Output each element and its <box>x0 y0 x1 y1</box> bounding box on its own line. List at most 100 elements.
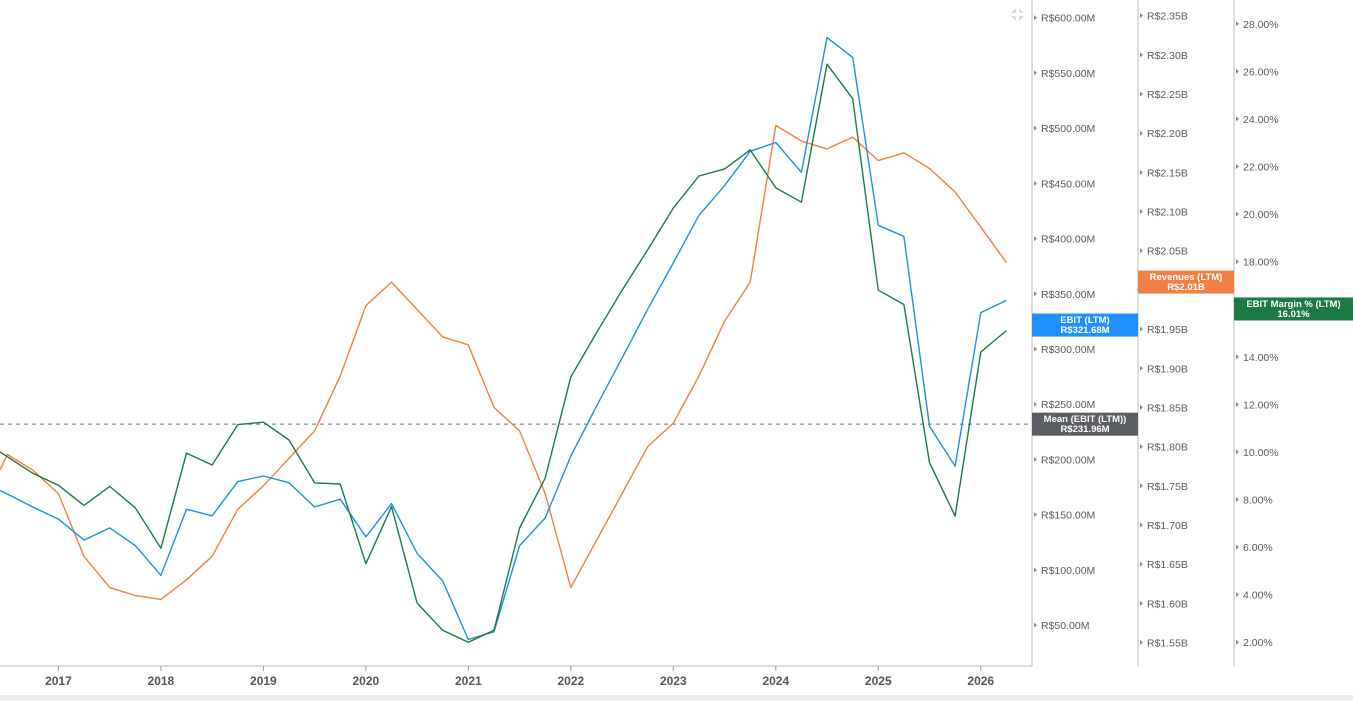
margin-tick-mark <box>1236 354 1239 359</box>
revenue-tick-mark <box>1140 522 1143 527</box>
margin-tick-mark <box>1236 592 1239 597</box>
x-tick-label: 2023 <box>660 674 687 688</box>
margin-tick-mark <box>1236 69 1239 74</box>
ebit-label-value: R$321.68M <box>1060 325 1109 336</box>
revenue-tick-label: R$1.80B <box>1147 442 1188 454</box>
ebit-tick-mark <box>1034 623 1037 628</box>
revenue-tick-mark <box>1140 601 1143 606</box>
revenue-tick-mark <box>1140 209 1143 214</box>
margin-tick-label: 4.00% <box>1243 590 1273 602</box>
x-tick-label: 2026 <box>967 674 994 688</box>
expand-icon[interactable] <box>1012 9 1023 20</box>
ebit-tick-label: R$100.00M <box>1041 565 1095 577</box>
mean-label-value: R$231.96M <box>1060 424 1109 435</box>
revenue-line <box>0 125 1006 599</box>
revenue-tick-label: R$2.35B <box>1147 11 1188 23</box>
revenue-tick-mark <box>1140 405 1143 410</box>
revenue-tick-mark <box>1140 131 1143 136</box>
revenue-tick-mark <box>1140 483 1143 488</box>
margin-tick-label: 28.00% <box>1243 19 1279 31</box>
margin-tick-label: 26.00% <box>1243 66 1279 78</box>
revenue-tick-label: R$2.05B <box>1147 246 1188 258</box>
margin-tick-label: 22.00% <box>1243 162 1279 174</box>
ebit-tick-label: R$50.00M <box>1041 620 1089 632</box>
revenue-tick-label: R$1.95B <box>1147 324 1188 336</box>
margin-tick-label: 10.00% <box>1243 447 1279 459</box>
ebit-tick-label: R$400.00M <box>1041 234 1095 246</box>
margin-tick-label: 12.00% <box>1243 399 1279 411</box>
revenue-tick-label: R$2.30B <box>1147 50 1188 62</box>
margin-tick-mark <box>1236 402 1239 407</box>
revenue-tick-mark <box>1140 327 1143 332</box>
x-tick-label: 2017 <box>45 674 72 688</box>
ebit-tick-label: R$500.00M <box>1041 123 1095 135</box>
revenue-tick-mark <box>1140 562 1143 567</box>
revenue-tick-label: R$1.55B <box>1147 637 1188 649</box>
margin-tick-mark <box>1236 259 1239 264</box>
revenue-tick-mark <box>1140 13 1143 18</box>
margin-tick-mark <box>1236 164 1239 169</box>
revenue-tick-label: R$2.15B <box>1147 167 1188 179</box>
x-tick-label: 2025 <box>865 674 892 688</box>
ebit-tick-mark <box>1034 512 1037 517</box>
revenue-tick-mark <box>1140 444 1143 449</box>
margin-tick-label: 2.00% <box>1243 637 1273 649</box>
margin-label-value: 16.01% <box>1277 309 1310 320</box>
bottom-strip <box>0 695 1353 701</box>
ebit-tick-label: R$450.00M <box>1041 178 1095 190</box>
margin-tick-mark <box>1236 116 1239 121</box>
x-tick-label: 2019 <box>250 674 277 688</box>
margin-tick-mark <box>1236 212 1239 217</box>
ebit-tick-label: R$250.00M <box>1041 399 1095 411</box>
margin-tick-label: 18.00% <box>1243 257 1279 269</box>
ebit-tick-mark <box>1034 291 1037 296</box>
revenue-tick-label: R$1.60B <box>1147 598 1188 610</box>
ebit-tick-mark <box>1034 181 1037 186</box>
ebit-tick-label: R$550.00M <box>1041 68 1095 80</box>
x-tick-label: 2024 <box>762 674 789 688</box>
revenue-tick-mark <box>1140 248 1143 253</box>
margin-tick-label: 24.00% <box>1243 114 1279 126</box>
x-tick-label: 2020 <box>353 674 380 688</box>
revenue-tick-label: R$2.25B <box>1147 89 1188 101</box>
revenue-tick-mark <box>1140 52 1143 57</box>
ebit-line <box>0 38 1006 640</box>
ebit-tick-mark <box>1034 567 1037 572</box>
revenue-tick-mark <box>1140 170 1143 175</box>
x-axis: 2017 2018 2019 2020 2021 2022 2023 2024 2025 2026 <box>0 666 1032 688</box>
revenue-tick-label: R$1.90B <box>1147 363 1188 375</box>
revenue-tick-mark <box>1140 366 1143 371</box>
ebit-tick-label: R$200.00M <box>1041 454 1095 466</box>
revenue-tick-label: R$1.70B <box>1147 520 1188 532</box>
y-axis-margin: 2.00% 4.00% 6.00% 8.00% 10.00% 12.00% 14.00% 18… <box>1234 0 1279 666</box>
x-tick-label: 2022 <box>557 674 584 688</box>
margin-tick-mark <box>1236 545 1239 550</box>
margin-tick-label: 8.00% <box>1243 495 1273 507</box>
x-tick-label: 2021 <box>455 674 482 688</box>
revenue-tick-mark <box>1140 92 1143 97</box>
revenue-tick-mark <box>1140 640 1143 645</box>
margin-tick-label: 14.00% <box>1243 352 1279 364</box>
revenue-tick-label: R$1.85B <box>1147 402 1188 414</box>
ebit-tick-label: R$600.00M <box>1041 13 1095 25</box>
revenue-tick-label: R$2.20B <box>1147 128 1188 140</box>
ebit-tick-label: R$150.00M <box>1041 510 1095 522</box>
ebit-value-label: EBIT (LTM)R$321.68M <box>1032 314 1138 337</box>
y-axis-revenue: R$1.55B R$1.60B R$1.65B R$1.70B R$1.75B R$1.8… <box>1138 0 1188 666</box>
ebit-tick-mark <box>1034 15 1037 20</box>
revenue-label-value: R$2.01B <box>1167 282 1205 293</box>
margin-tick-label: 20.00% <box>1243 209 1279 221</box>
margin-tick-mark <box>1236 497 1239 502</box>
margin-tick-mark <box>1236 21 1239 26</box>
revenue-tick-label: R$1.75B <box>1147 481 1188 493</box>
ebit-tick-label: R$300.00M <box>1041 344 1095 356</box>
ebit-tick-label: R$350.00M <box>1041 289 1095 301</box>
margin-tick-mark <box>1236 449 1239 454</box>
ebit-tick-mark <box>1034 70 1037 75</box>
ebit-tick-mark <box>1034 347 1037 352</box>
ebit-tick-mark <box>1034 457 1037 462</box>
revenue-value-label: Revenues (LTM)R$2.01B <box>1138 271 1234 294</box>
ebit-tick-mark <box>1034 126 1037 131</box>
margin-tick-label: 6.00% <box>1243 542 1273 554</box>
